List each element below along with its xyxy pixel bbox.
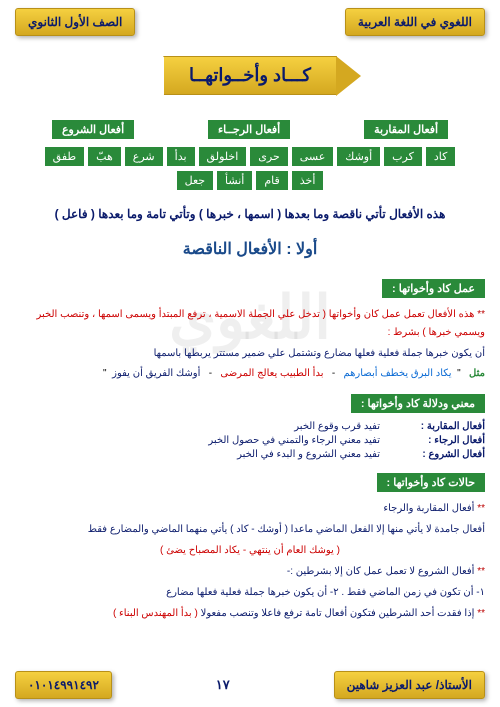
verb: أوشك [337,147,380,166]
example-1: يكاد البرق يخطف أبصارهم [344,368,452,379]
example-line: مثل " يكاد البرق يخطف أبصارهم - بدأ الطب… [15,368,485,379]
lesson-title: كـــاد وأخــواتهــا [189,65,311,85]
title-section: كـــاد وأخــواتهــا [15,56,485,95]
verb: أخذ [292,171,324,190]
verbs-row-1: كاد كرب أوشك عسى حرى اخلولق بدأ شرع هبّ … [15,147,485,166]
section3-note: إذا فقدت أحد الشرطين فتكون أفعال تامة تر… [15,605,485,623]
section3-line1: أفعال جامدة لا يأتي منها إلا الفعل الماض… [15,521,485,539]
verb: هبّ [88,147,121,166]
verb: عسى [292,147,334,166]
example-3: أوشك الفريق أن يفوز [112,368,200,379]
section3-sub2: أفعال الشروع لا تعمل عمل كان إلا بشرطين … [15,563,485,581]
meaning-row: أفعال الشروع : تفيد معني الشروع و البدء … [15,449,485,460]
page-content: اللغوي في اللغة العربية الصف الأول الثان… [0,0,500,634]
verb: حرى [250,147,287,166]
header-right-badge: اللغوي في اللغة العربية [345,8,485,36]
section1-line2: أن يكون خبرها جملة فعلية فعلها مضارع وتش… [15,345,485,363]
verb: شرع [125,147,163,166]
phone-number: ٠١٠١٤٩٩١٤٩٢ [15,671,112,699]
example-label: مثل [469,368,485,379]
verb: جعل [177,171,213,190]
verb: أنشأ [217,171,252,190]
section3-sub1: أفعال المقاربة والرجاء [15,500,485,518]
meaning-row: أفعال المقاربة : تفيد قرب وقوع الخبر [15,421,485,432]
title-arrow: كـــاد وأخــواتهــا [163,56,337,95]
verb: طفق [45,147,85,166]
example-2: بدأ الطبيب يعالج المرضى [220,368,323,379]
header: اللغوي في اللغة العربية الصف الأول الثان… [15,8,485,36]
verb: بدأ [167,147,195,166]
header-left-badge: الصف الأول الثانوي [15,8,135,36]
category-2: أفعال الرجــاء [208,120,290,139]
meaning-row: أفعال الرجاء : تفيد معني الرجاء والتمني … [15,435,485,446]
categories-row: أفعال المقاربة أفعال الرجــاء أفعال الشر… [15,120,485,139]
verb: كرب [384,147,422,166]
section2-header: معني ودلالة كاد وأخواتها : [351,394,485,413]
page-number: ١٧ [216,677,230,693]
verb: كاد [426,147,456,166]
verb: اخلولق [199,147,247,166]
teacher-name: الأستاذ/ عبد العزيز شاهين [334,671,485,699]
category-3: أفعال الشروع [52,120,134,139]
section1-line1: هذه الأفعال تعمل عمل كان وأخواتها ( تدخل… [15,306,485,342]
section3-conditions: ١- أن تكون في زمن الماضي فقط . ٢- أن يكو… [15,584,485,602]
verb: قام [256,171,287,190]
section1-header: عمل كاد وأخواتها : [382,279,485,298]
verbs-row-2: أخذ قام أنشأ جعل [15,171,485,190]
subtitle: أولا : الأفعال الناقصة [15,239,485,259]
main-rule: هذه الأفعال تأتي ناقصة وما بعدها ( اسمها… [15,205,485,224]
category-1: أفعال المقاربة [364,120,448,139]
section3-line1b: ( يوشك العام أن ينتهي - يكاد المصباح يضئ… [15,542,485,560]
section3-header: حالات كاد وأخواتها : [377,473,486,492]
footer: الأستاذ/ عبد العزيز شاهين ١٧ ٠١٠١٤٩٩١٤٩٢ [15,671,485,699]
